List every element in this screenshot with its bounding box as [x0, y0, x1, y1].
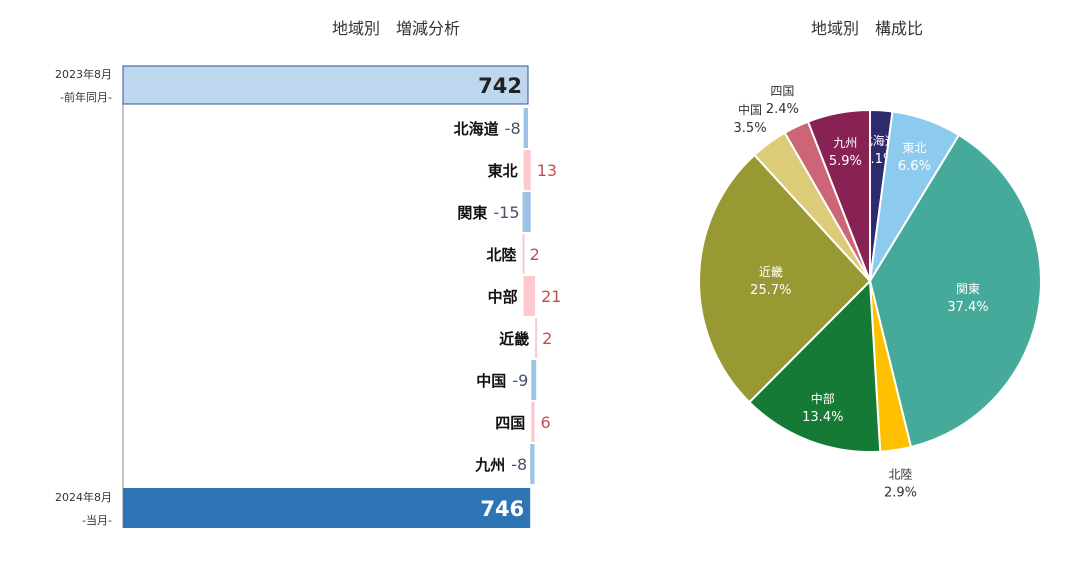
end-bar — [123, 488, 531, 528]
category-label-1: 北海道 — [454, 120, 499, 138]
bar-7 — [531, 360, 537, 400]
value-label-1: -8 — [505, 119, 521, 138]
category-label-6: 近畿 — [499, 330, 529, 348]
category-label-2: 東北 — [488, 162, 518, 180]
value-label-7: -9 — [512, 371, 528, 390]
pie-label-5: 中部 — [811, 391, 835, 406]
category-label-7: 中国 — [476, 372, 506, 390]
start-bar — [122, 65, 529, 105]
pie-value-8: 2.4% — [766, 102, 799, 117]
pie-value-5: 13.4% — [802, 410, 843, 425]
bar-5 — [523, 276, 536, 316]
start-label-line2: -前年同月- — [60, 90, 112, 104]
start-label-line1: 2023年8月 — [55, 67, 112, 81]
pie-slice-3 — [868, 133, 1042, 449]
end-label-line2: -当月- — [82, 513, 112, 527]
pie-value-3: 37.4% — [947, 300, 988, 315]
category-label-3: 関東 — [457, 204, 487, 222]
pie-value-6: 25.7% — [750, 283, 791, 298]
category-label-9: 九州 — [474, 456, 505, 474]
pie-label-8: 四国 — [770, 84, 794, 98]
pie-label-2: 東北 — [902, 141, 926, 155]
bar-3 — [522, 192, 531, 232]
bar-9 — [530, 444, 535, 484]
pie-value-7: 3.5% — [734, 121, 767, 136]
value-label-8: 6 — [541, 413, 551, 432]
pie-value-9: 5.9% — [829, 154, 862, 169]
bar-1 — [523, 108, 528, 148]
category-label-4: 北陸 — [487, 246, 517, 264]
pie-label-9: 九州 — [833, 136, 857, 150]
pie-label-7: 中国 — [738, 102, 762, 117]
pie-value-2: 6.6% — [898, 159, 931, 174]
value-label-6: 2 — [542, 329, 552, 348]
value-label-2: 13 — [537, 161, 557, 180]
bar-4 — [522, 234, 525, 274]
pie-slice-5 — [747, 278, 882, 453]
waterfall-title: 地域別 増減分析 — [332, 19, 460, 38]
pie-label-6: 近畿 — [759, 265, 783, 279]
end-bar-value: 746 — [480, 497, 524, 521]
pie-slice-9 — [806, 108, 871, 282]
value-label-3: -15 — [493, 203, 519, 222]
end-label-line1: 2024年8月 — [55, 490, 112, 504]
pie-label-4: 北陸 — [889, 468, 913, 482]
value-label-9: -8 — [511, 455, 527, 474]
bar-2 — [523, 150, 531, 190]
category-label-5: 中部 — [488, 288, 518, 306]
pie-slice-6 — [698, 153, 872, 404]
pie-label-3: 関東 — [956, 282, 980, 296]
value-label-5: 21 — [541, 287, 561, 306]
pie-title: 地域別 構成比 — [811, 19, 923, 38]
bar-8 — [531, 402, 535, 442]
category-label-8: 四国 — [495, 414, 525, 432]
pie-value-4: 2.9% — [884, 486, 917, 501]
value-label-4: 2 — [530, 245, 540, 264]
pie-chart: 北海道2.1%東北6.6%関東37.4%北陸2.9%中部13.4%近畿25.7%… — [698, 84, 1042, 501]
bar-6 — [535, 318, 538, 358]
start-bar-value: 742 — [478, 74, 522, 98]
